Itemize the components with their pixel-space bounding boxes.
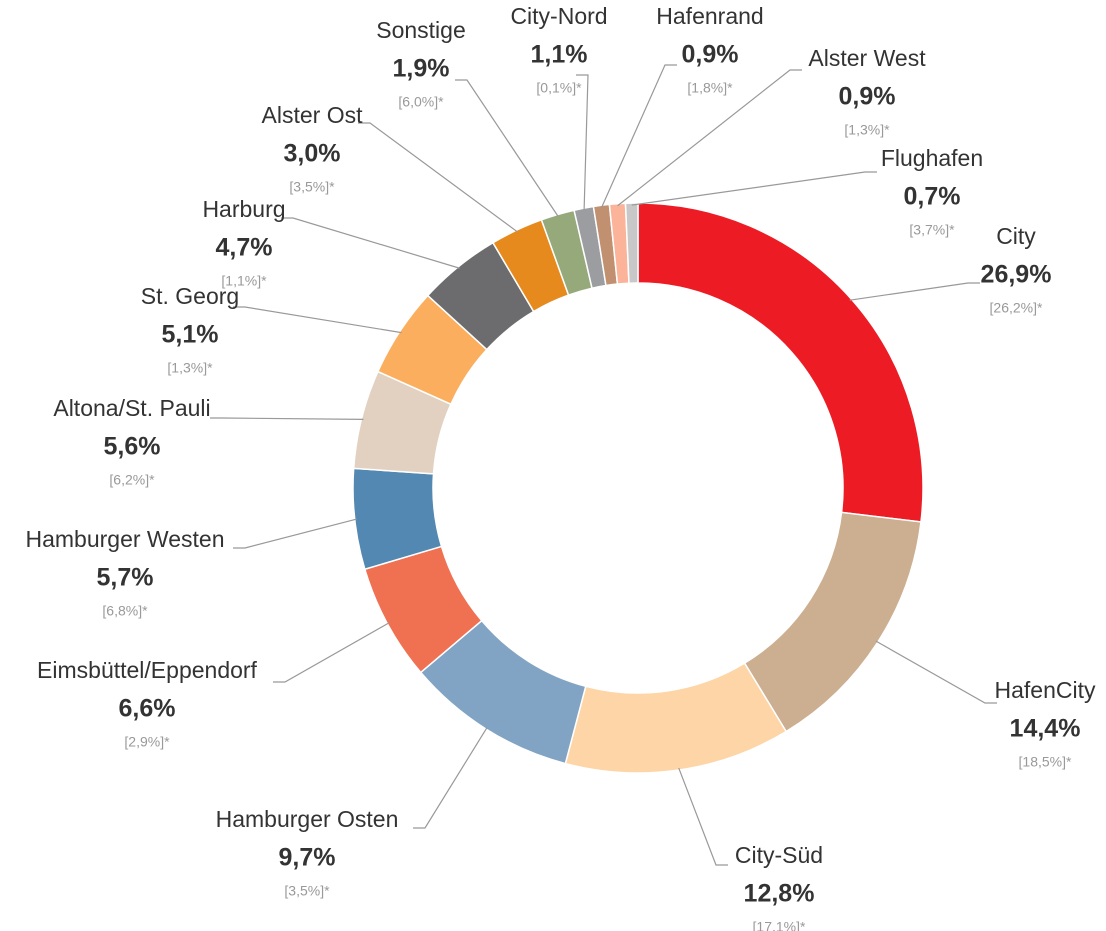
slice-name: Alster Ost: [262, 102, 364, 128]
secondary-label: [6,0%]*: [398, 94, 444, 110]
slice-name: Hafenrand: [656, 3, 763, 29]
value-label: 0,9%: [682, 41, 739, 69]
secondary-label: [18,5%]*: [1019, 754, 1072, 770]
donut-slice: [637, 202, 924, 523]
value-label: 3,0%: [284, 140, 341, 168]
leader-line: [678, 767, 728, 866]
slice-name: Altona/St. Pauli: [53, 395, 210, 421]
value-label: 6,6%: [119, 695, 176, 723]
secondary-label: [6,8%]*: [102, 603, 148, 619]
secondary-label: [1,1%]*: [221, 273, 267, 289]
slice-name: Harburg: [202, 196, 285, 222]
donut-slice: [624, 202, 639, 284]
value-label: 0,9%: [839, 83, 896, 111]
leader-line: [233, 306, 402, 334]
leader-line: [617, 69, 802, 207]
leader-line: [576, 74, 589, 211]
secondary-label: [3,5%]*: [289, 179, 335, 195]
secondary-label: [2,9%]*: [124, 734, 170, 750]
slice-name: Flughafen: [881, 145, 983, 171]
value-label: 5,7%: [97, 564, 154, 592]
value-label: 1,9%: [393, 55, 450, 83]
slice-name: Eimsbüttel/Eppendorf: [37, 657, 258, 683]
secondary-label: [1,3%]*: [167, 360, 213, 376]
donut-slice: [564, 662, 788, 774]
value-label: 14,4%: [1010, 715, 1081, 743]
secondary-label: [1,3%]*: [844, 122, 890, 138]
value-label: 0,7%: [904, 183, 961, 211]
secondary-label: [17,1%]*: [753, 919, 806, 931]
leader-line: [413, 727, 488, 829]
slice-name: City-Süd: [735, 842, 823, 868]
secondary-label: [26,2%]*: [990, 300, 1043, 316]
leader-line: [875, 640, 997, 704]
secondary-label: [0,1%]*: [536, 80, 582, 96]
leader-line: [849, 282, 980, 301]
secondary-label: [3,5%]*: [284, 883, 330, 899]
value-label: 5,6%: [104, 433, 161, 461]
donut-slice: [743, 511, 922, 733]
leader-line: [210, 417, 364, 420]
leader-line: [273, 622, 390, 683]
leader-line: [631, 171, 877, 206]
leader-line: [281, 217, 460, 269]
secondary-label: [6,2%]*: [109, 472, 155, 488]
value-label: 4,7%: [216, 234, 273, 262]
value-label: 1,1%: [531, 41, 588, 69]
slice-name: City: [996, 223, 1036, 249]
slice-name: St. Georg: [141, 283, 239, 309]
value-label: 26,9%: [981, 261, 1052, 289]
slice-name: Hamburger Westen: [26, 526, 225, 552]
slice-name: Hamburger Osten: [216, 806, 399, 832]
leader-line: [601, 64, 677, 208]
slice-name: HafenCity: [995, 677, 1096, 703]
value-label: 5,1%: [162, 321, 219, 349]
slice-name: Sonstige: [376, 17, 466, 43]
leader-line: [233, 518, 357, 549]
slice-name: City-Nord: [510, 3, 607, 29]
value-label: 12,8%: [744, 880, 815, 908]
secondary-label: [1,8%]*: [687, 80, 733, 96]
leader-line: [358, 122, 518, 233]
secondary-label: [3,7%]*: [909, 222, 955, 238]
leader-line: [455, 79, 559, 217]
slice-name: Alster West: [808, 45, 926, 71]
value-label: 9,7%: [279, 844, 336, 872]
